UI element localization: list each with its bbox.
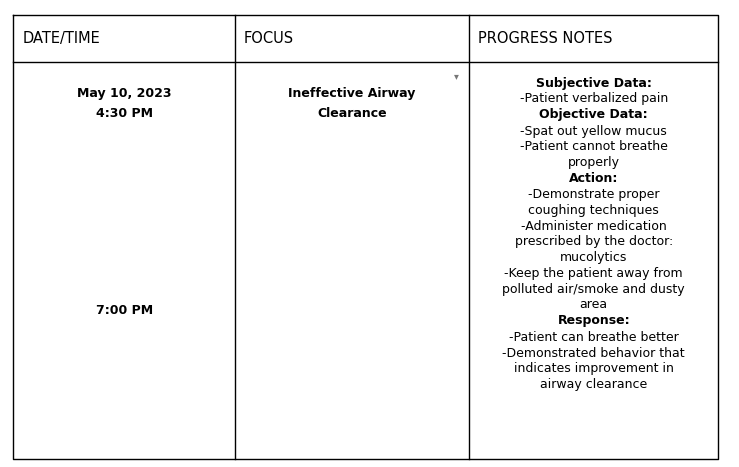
Text: coughing techniques: coughing techniques [528,204,659,217]
Text: properly: properly [568,156,620,169]
Text: DATE/TIME: DATE/TIME [22,31,100,46]
Text: airway clearance: airway clearance [540,378,647,391]
Text: -Administer medication: -Administer medication [521,220,667,233]
Text: -Spat out yellow mucus: -Spat out yellow mucus [520,125,667,138]
Text: prescribed by the doctor:: prescribed by the doctor: [514,235,673,248]
Text: 7:00 PM: 7:00 PM [95,304,153,317]
Text: area: area [579,298,608,311]
Text: Response:: Response: [557,314,630,327]
Text: 4:30 PM: 4:30 PM [95,107,153,120]
Text: -Patient can breathe better: -Patient can breathe better [509,331,678,344]
Text: Ineffective Airway: Ineffective Airway [288,87,416,100]
Text: -Demonstrated behavior that: -Demonstrated behavior that [503,347,685,360]
Text: mucolytics: mucolytics [560,251,627,264]
Text: Clearance: Clearance [317,107,387,120]
Text: -Keep the patient away from: -Keep the patient away from [505,267,683,280]
Text: polluted air/smoke and dusty: polluted air/smoke and dusty [503,283,685,296]
Text: May 10, 2023: May 10, 2023 [77,87,171,100]
Text: indicates improvement in: indicates improvement in [514,362,674,375]
Text: Subjective Data:: Subjective Data: [536,77,652,90]
Text: -Patient cannot breathe: -Patient cannot breathe [520,140,668,153]
Text: ▾: ▾ [454,71,458,81]
Text: Action:: Action: [569,172,619,185]
Text: -Demonstrate proper: -Demonstrate proper [528,188,659,201]
Text: Objective Data:: Objective Data: [539,108,648,121]
Text: PROGRESS NOTES: PROGRESS NOTES [478,31,613,46]
Text: FOCUS: FOCUS [244,31,294,46]
Text: -Patient verbalized pain: -Patient verbalized pain [520,92,668,105]
